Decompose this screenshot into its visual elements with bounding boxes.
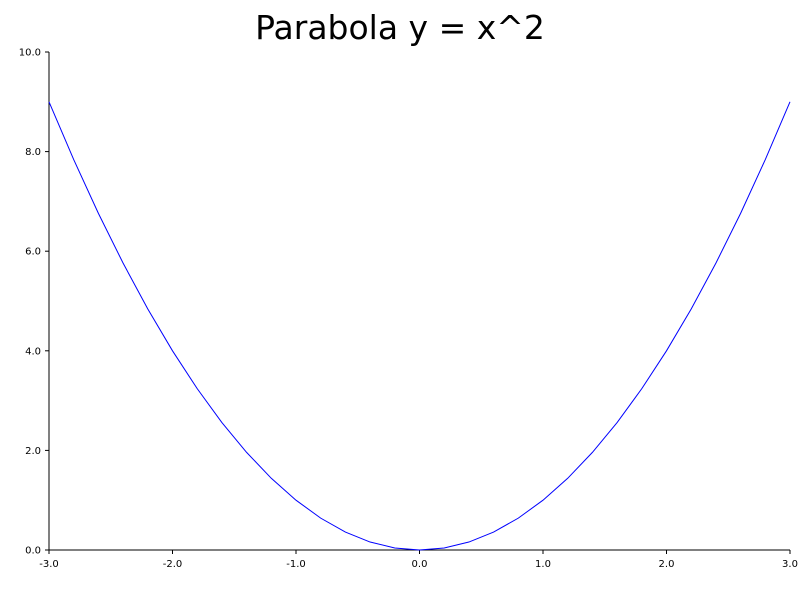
series-line xyxy=(48,101,791,551)
y-tick-label: 8.0 xyxy=(25,147,41,158)
x-tick-label: -2.0 xyxy=(163,559,183,570)
x-tick-label: 2.0 xyxy=(659,559,675,570)
y-tick-label: 0.0 xyxy=(25,546,41,557)
y-tick-label: 6.0 xyxy=(25,247,41,258)
y-tick-label: 10.0 xyxy=(19,48,41,59)
x-tick-label: -1.0 xyxy=(286,559,306,570)
x-tick-label: 3.0 xyxy=(782,559,798,570)
x-tick-label: 0.0 xyxy=(412,559,428,570)
y-tick-label: 2.0 xyxy=(25,446,41,457)
x-tick-label: 1.0 xyxy=(535,559,551,570)
axes xyxy=(48,52,790,551)
y-tick-label: 4.0 xyxy=(25,346,41,357)
x-tick-label: -3.0 xyxy=(39,559,59,570)
chart-title: Parabola y = x^2 xyxy=(255,8,545,47)
ticks: -3.0 -2.0 -1.0 0.0 1.0 2.0 3.0 0.0 2.0 4.0 6.0 8.0 1… xyxy=(19,48,798,571)
series-layer xyxy=(48,101,791,551)
